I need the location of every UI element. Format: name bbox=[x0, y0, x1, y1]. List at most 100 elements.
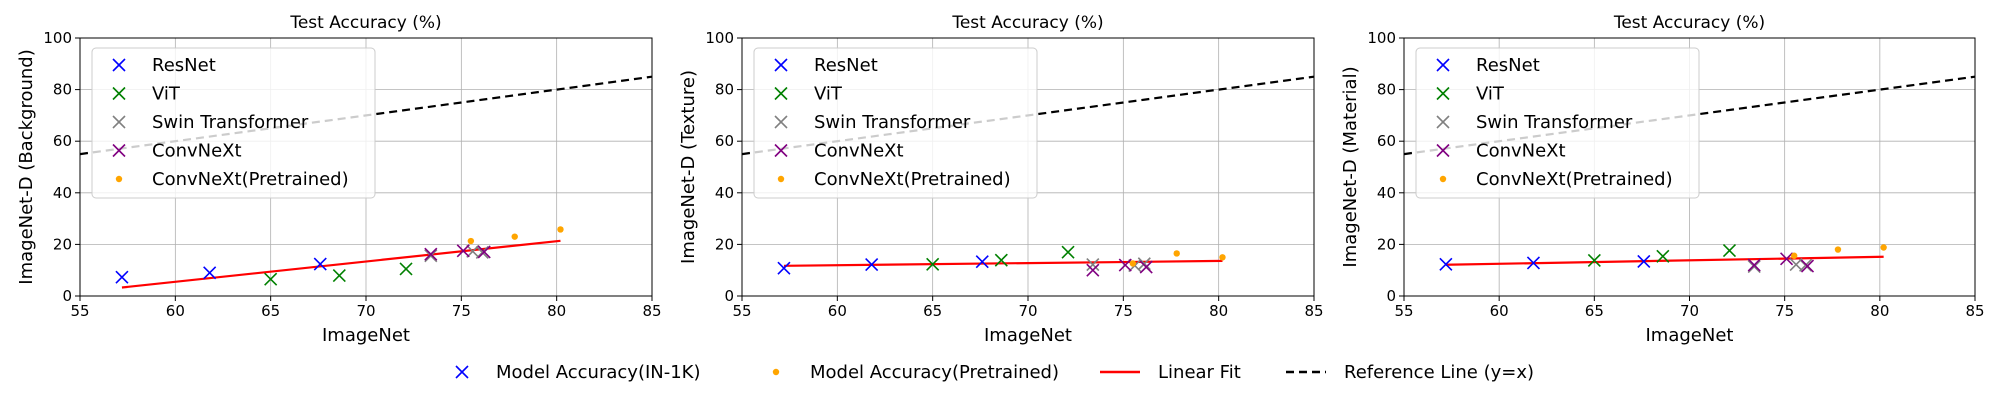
point-vit-stroke-b bbox=[399, 262, 413, 276]
legend-marker bbox=[115, 175, 123, 183]
y-tick-label: 80 bbox=[53, 81, 72, 99]
point-vit bbox=[994, 253, 1008, 267]
linear-fit-line bbox=[783, 259, 1223, 267]
chart-title: Test Accuracy (%) bbox=[289, 13, 441, 33]
y-tick-label: 40 bbox=[1377, 184, 1396, 202]
y-tick-label: 80 bbox=[715, 81, 734, 99]
point-swin-transformer bbox=[1137, 257, 1151, 271]
point-convnext-pretrained bbox=[1129, 260, 1137, 267]
point-convnext-pretrained bbox=[1880, 244, 1887, 251]
y-tick-label: 100 bbox=[43, 29, 72, 47]
point-resnet-stroke-b bbox=[203, 266, 217, 280]
legend-label: ViT bbox=[152, 84, 181, 105]
point-swin-transformer-stroke-b bbox=[1137, 257, 1151, 271]
point-convnext-stroke-b bbox=[424, 247, 438, 261]
x-tick-label: 75 bbox=[1775, 302, 1794, 320]
y-tick-label: 60 bbox=[715, 132, 734, 150]
legend-marker-stroke-b bbox=[1436, 143, 1450, 158]
x-tick-label: 75 bbox=[452, 302, 471, 320]
legend-box bbox=[753, 47, 1038, 199]
legend-label: ConvNeXt(Pretrained) bbox=[814, 169, 1011, 190]
y-tick-label: 20 bbox=[1377, 235, 1396, 253]
legend-label: ViT bbox=[814, 84, 843, 105]
point-convnext-pretrained bbox=[1834, 246, 1842, 253]
point-resnet bbox=[1526, 256, 1540, 270]
x-tick-label: 85 bbox=[642, 302, 661, 320]
legend-marker-stroke-b bbox=[1436, 115, 1450, 129]
legend-marker bbox=[112, 58, 126, 72]
point-vit-stroke-b bbox=[1061, 245, 1075, 259]
x-tick-label: 65 bbox=[1585, 302, 1604, 320]
point-convnext bbox=[1086, 263, 1100, 277]
y-tick-label: 40 bbox=[715, 184, 734, 202]
shared-legend-label: Reference Line (y=x) bbox=[1344, 362, 1534, 383]
legend-marker bbox=[1436, 115, 1450, 129]
y-tick-label: 20 bbox=[53, 235, 72, 253]
legend-label: ResNet bbox=[152, 55, 216, 76]
point-resnet-stroke-b bbox=[1526, 256, 1540, 270]
legend-marker bbox=[112, 143, 126, 158]
point-vit bbox=[399, 262, 413, 276]
legend-marker bbox=[112, 86, 126, 101]
point-convnext-pretrained bbox=[1219, 254, 1226, 261]
legend-label: ConvNeXt(Pretrained) bbox=[152, 169, 349, 190]
point-vit bbox=[1656, 249, 1670, 263]
y-tick-label: 0 bbox=[62, 287, 72, 305]
point-resnet bbox=[203, 266, 217, 280]
y-tick-label: 60 bbox=[1377, 132, 1396, 150]
y-axis-label: ImageNet-D (Texture) bbox=[678, 70, 699, 264]
x-tick-label: 80 bbox=[1209, 302, 1228, 320]
point-convnext-stroke-b bbox=[1780, 252, 1794, 266]
legend-marker bbox=[112, 115, 126, 129]
point-vit bbox=[1061, 245, 1075, 259]
point-vit bbox=[1587, 253, 1601, 267]
point-convnext bbox=[1139, 260, 1153, 274]
legend-marker bbox=[1436, 86, 1450, 101]
point-resnet bbox=[1637, 254, 1651, 268]
point-resnet bbox=[1439, 257, 1453, 271]
point-convnext bbox=[477, 245, 491, 259]
point-convnext bbox=[1747, 258, 1761, 272]
legend: ResNet ViT Swin Transformer ConvNeXt ConvNeX… bbox=[753, 47, 1038, 199]
x-axis-label: ImageNet bbox=[984, 325, 1072, 346]
chart-title: Test Accuracy (%) bbox=[1613, 13, 1765, 33]
legend: ResNet ViT Swin Transformer ConvNeXt ConvNeX… bbox=[1415, 47, 1700, 199]
x-tick-label: 60 bbox=[1490, 302, 1509, 320]
x-axis-label: ImageNet bbox=[322, 325, 410, 346]
legend-marker-stroke-b bbox=[1436, 86, 1450, 101]
legend-marker bbox=[1439, 175, 1447, 183]
point-resnet-stroke-b bbox=[1439, 257, 1453, 271]
point-resnet bbox=[865, 257, 879, 272]
x-tick-label: 70 bbox=[1018, 302, 1037, 320]
point-convnext-stroke-b bbox=[1139, 260, 1153, 274]
point-convnext bbox=[1118, 258, 1132, 272]
point-swin-transformer-stroke-b bbox=[424, 249, 438, 263]
legend-marker-stroke-b bbox=[774, 143, 788, 158]
legend-marker-stroke-b bbox=[112, 115, 126, 129]
point-resnet-stroke-b bbox=[777, 261, 791, 275]
x-tick-label: 55 bbox=[732, 302, 751, 320]
point-swin-transformer-stroke-b bbox=[1747, 260, 1761, 274]
point-swin-transformer bbox=[1086, 257, 1100, 272]
legend-marker-stroke-b bbox=[1436, 58, 1450, 72]
linear-fit-line bbox=[1445, 255, 1884, 266]
legend-label: Swin Transformer bbox=[814, 112, 971, 133]
point-convnext bbox=[424, 247, 438, 261]
legend-label: ResNet bbox=[1476, 55, 1540, 76]
point-convnext-stroke-b bbox=[1800, 259, 1815, 273]
chart-panel-3: 55 60 65 70 75 80 85 0 20 40 60 80 100 Test Accuracy … bbox=[1340, 13, 1985, 346]
x-tick-label: 60 bbox=[828, 302, 847, 320]
y-tick-label: 60 bbox=[53, 132, 72, 150]
legend-marker-stroke-b bbox=[112, 143, 126, 158]
point-vit bbox=[332, 269, 346, 283]
y-axis-label: ImageNet-D (Background) bbox=[16, 49, 37, 284]
point-vit-stroke-b bbox=[1656, 249, 1670, 263]
shared-legend-marker bbox=[455, 365, 469, 379]
point-convnext-stroke-b bbox=[1747, 258, 1761, 272]
y-tick-label: 0 bbox=[1386, 287, 1396, 305]
point-convnext-stroke-b bbox=[456, 244, 470, 258]
x-axis-label: ImageNet bbox=[1646, 325, 1734, 346]
chart-panel-2: 55 60 65 70 75 80 85 0 20 40 60 80 100 Test Accuracy … bbox=[678, 13, 1324, 346]
y-tick-label: 40 bbox=[53, 184, 72, 202]
x-tick-label: 60 bbox=[166, 302, 185, 320]
